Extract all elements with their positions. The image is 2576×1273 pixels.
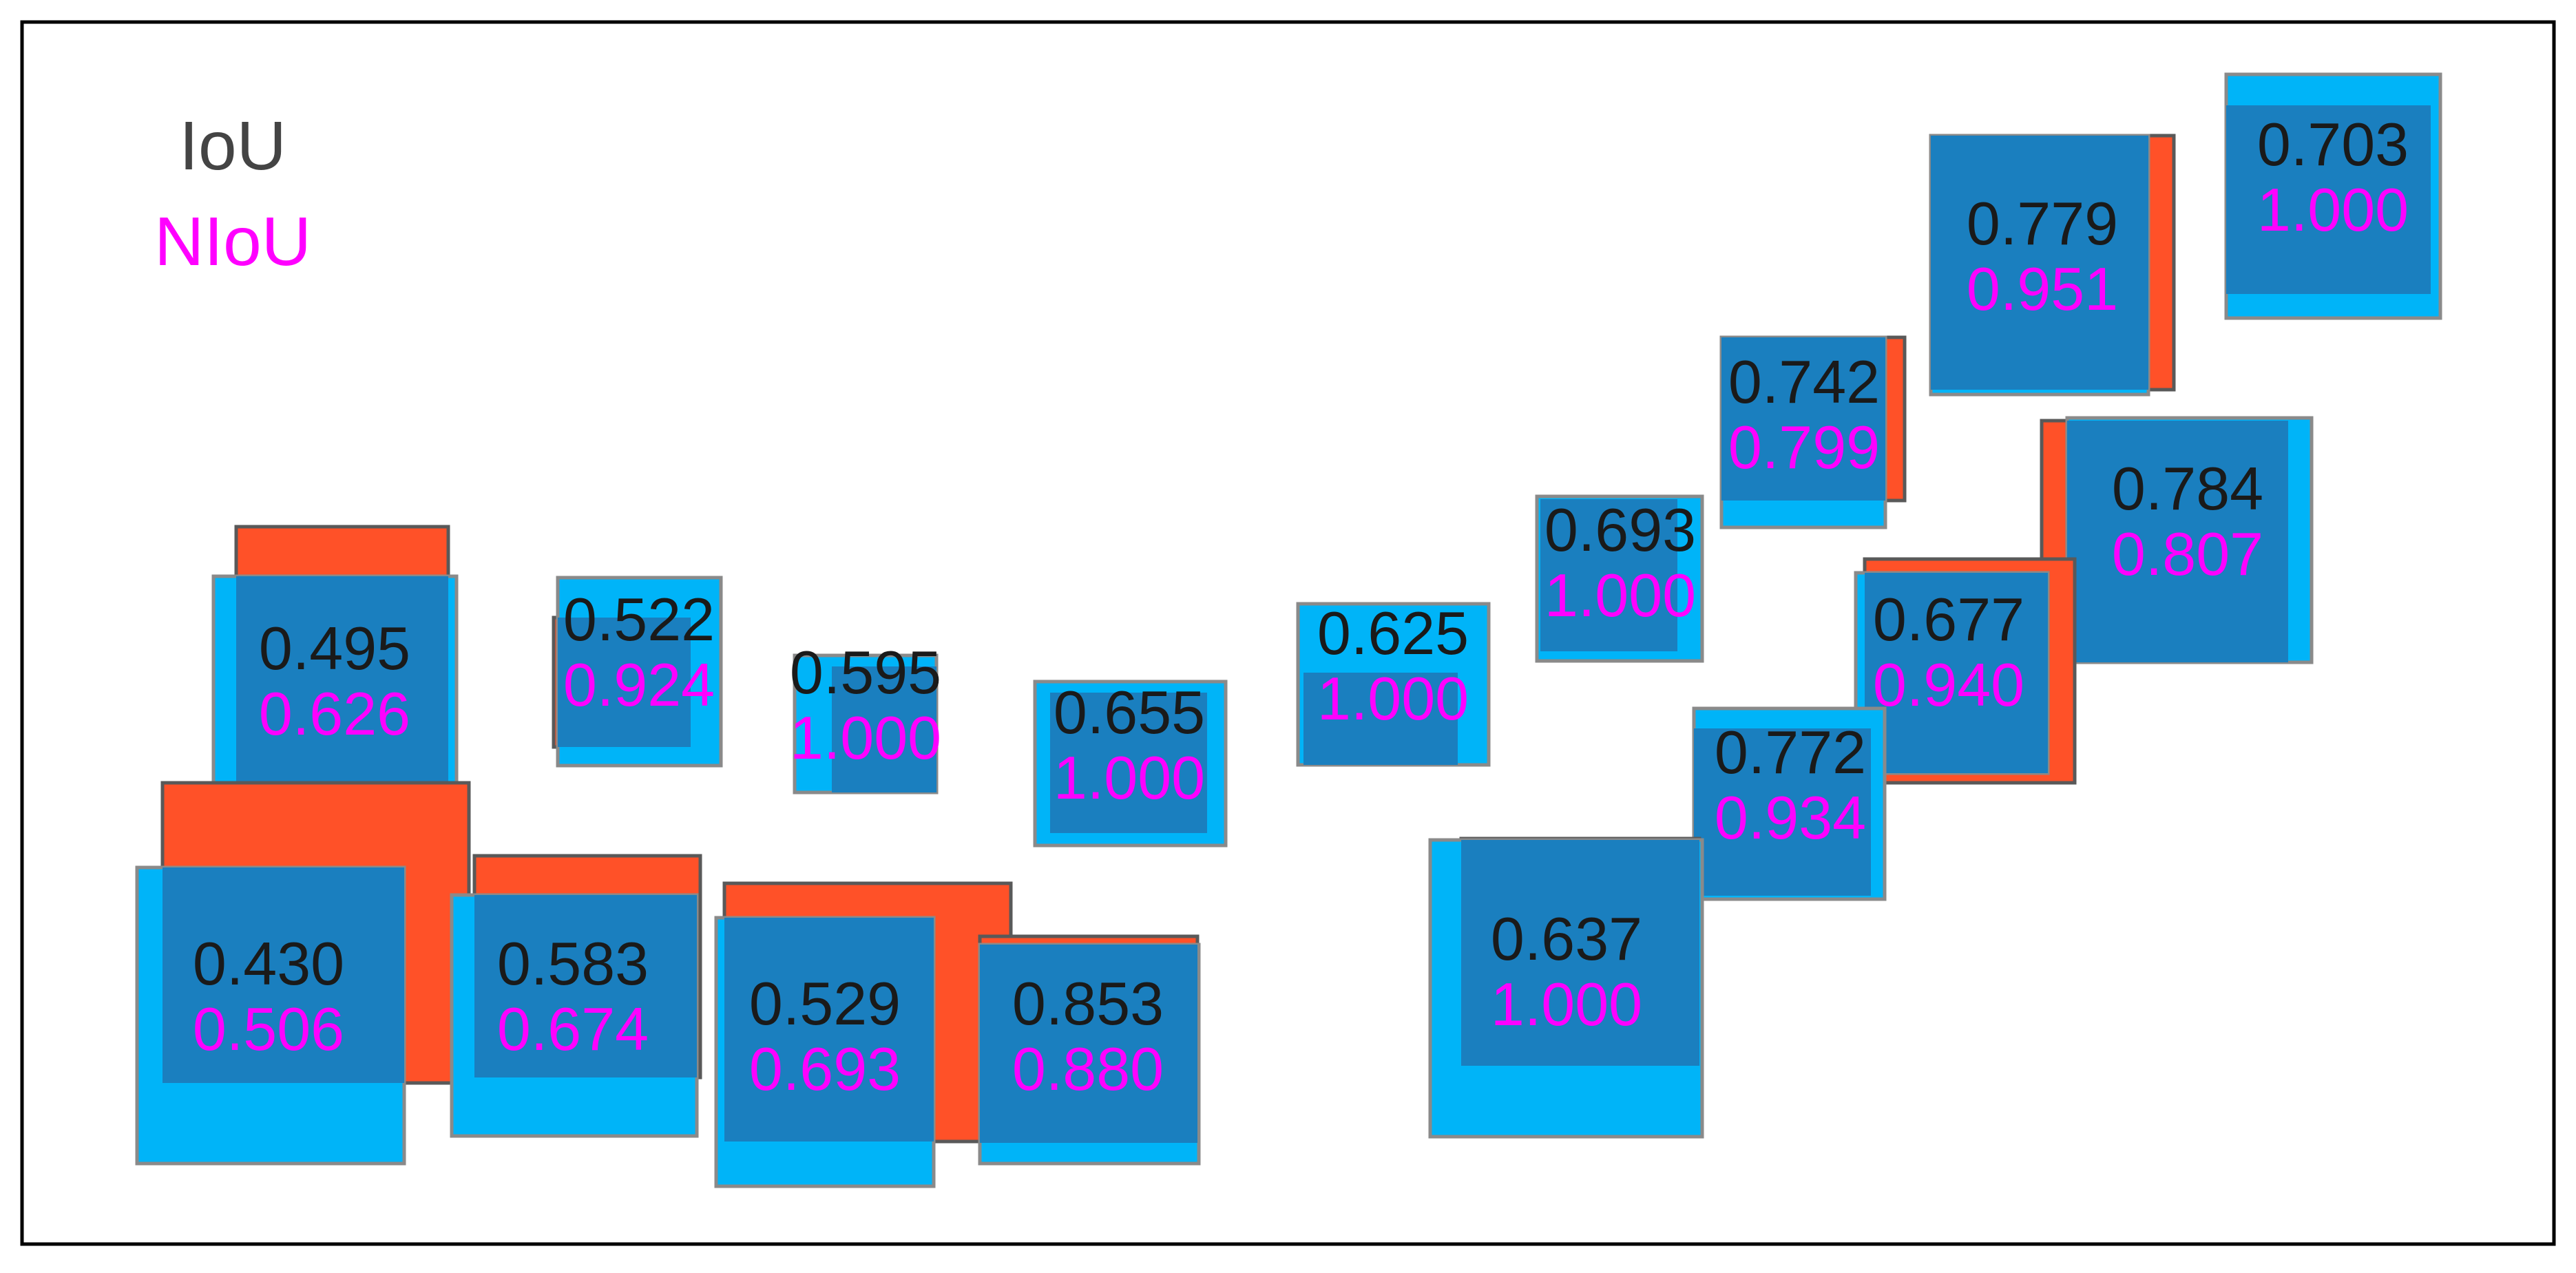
iou-value-label: 0.522 [563,585,715,653]
box-pairs-layer [135,72,2442,1188]
box-pair-p16 [714,881,1013,1188]
overlap-region [1303,673,1458,765]
iou-value-label: 0.430 [193,929,344,998]
overlap-region [2067,421,2288,662]
niou-value-label: 0.693 [749,1035,901,1103]
overlap-region [832,666,936,792]
iou-value-label: 0.637 [1491,905,1642,973]
iou-value-label: 0.703 [2257,110,2409,178]
overlap-region [1540,499,1677,651]
niou-value-label: 1.000 [1491,970,1642,1038]
iou-value-label: 0.677 [1873,585,2024,653]
overlap-region [163,867,404,1083]
niou-value-label: 0.934 [1715,783,1866,852]
niou-value-label: 1.000 [1317,664,1469,733]
iou-value-label: 0.853 [1012,969,1164,1038]
niou-value-label: 0.807 [2112,520,2263,588]
overlap-region [558,618,691,747]
iou-value-label: 0.625 [1317,599,1469,667]
niou-value-label: 0.674 [497,995,649,1063]
box-pair-p05 [1296,602,1491,767]
overlap-region [1931,136,2148,390]
box-pair-p06 [1535,494,1704,663]
iou-value-label: 0.772 [1715,718,1866,786]
overlap-region [236,576,448,816]
overlap-region [2226,105,2431,294]
iou-value-label: 0.742 [1728,348,1880,416]
iou-value-label: 0.529 [749,969,901,1038]
overlap-region [1461,840,1699,1066]
niou-value-label: 1.000 [790,704,941,772]
box-pair-p13 [1428,837,1704,1139]
niou-value-label: 1.000 [1544,561,1696,629]
niou-value-label: 0.626 [259,680,410,748]
niou-value-label: 0.880 [1012,1035,1164,1103]
niou-value-label: 1.000 [2257,176,2409,244]
box-pair-p02 [552,576,723,768]
box-pair-p01 [211,525,459,818]
iou-value-label: 0.779 [1967,189,2118,257]
niou-value-label: 0.951 [1967,255,2118,323]
overlap-region [474,895,697,1077]
overlap-region [1694,728,1871,896]
iou-value-label: 0.693 [1544,496,1696,564]
iou-value-label: 0.784 [2112,454,2263,523]
overlap-region [1865,573,2048,773]
iou-value-label: 0.495 [259,614,410,682]
iou-value-label: 0.583 [497,929,649,998]
niou-value-label: 0.940 [1873,651,2024,719]
box-pair-p12 [1692,706,1887,901]
iou-value-label: 0.595 [790,638,941,706]
box-pair-p17 [978,934,1201,1166]
overlap-region [980,945,1197,1143]
iou-value-label: 0.655 [1054,678,1205,746]
niou-value-label: 0.924 [563,651,715,719]
box-pair-p09 [2224,72,2442,320]
overlap-region [1721,337,1885,501]
box-pair-p11 [1854,557,2077,785]
legend-niou-label: NIoU [154,203,311,280]
box-pair-p07 [1719,335,1907,529]
niou-value-label: 1.000 [1054,744,1205,812]
box-pair-p03 [793,653,939,795]
overlap-region [1050,693,1207,833]
niou-value-label: 0.799 [1728,413,1880,481]
box-pair-p14 [135,781,471,1166]
overlap-region [724,918,934,1142]
box-pair-p08 [1929,134,2176,397]
box-pair-p10 [2040,416,2314,664]
niou-value-label: 0.506 [193,995,344,1063]
legend-iou-label: IoU [179,107,286,185]
box-pair-p15 [450,854,702,1138]
box-pair-p04 [1033,680,1228,848]
